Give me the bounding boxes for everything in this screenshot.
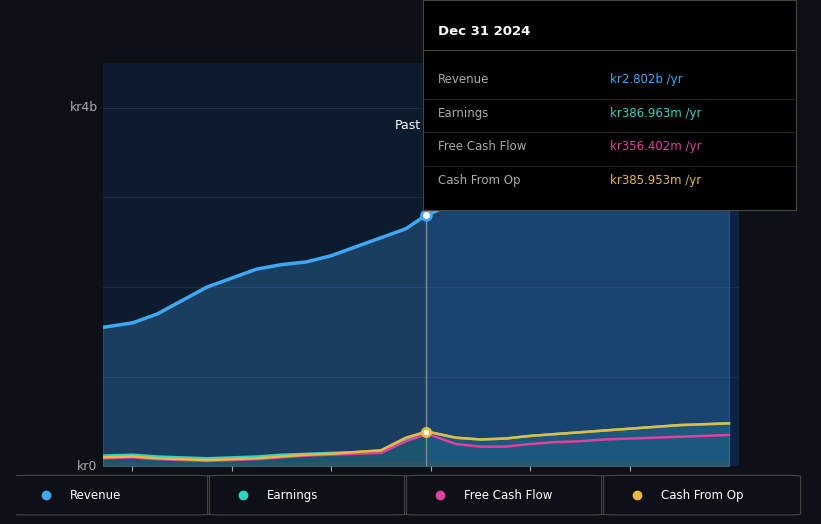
Bar xyxy=(426,63,739,466)
Text: Free Cash Flow: Free Cash Flow xyxy=(438,140,526,153)
Text: Earnings: Earnings xyxy=(438,107,489,119)
Text: Cash From Op: Cash From Op xyxy=(438,174,521,187)
Text: kr386.963m /yr: kr386.963m /yr xyxy=(609,107,701,119)
Text: Cash From Op: Cash From Op xyxy=(661,489,743,501)
Bar xyxy=(103,63,426,466)
Text: Earnings: Earnings xyxy=(267,489,318,501)
Text: kr4b: kr4b xyxy=(70,101,98,114)
Text: kr356.402m /yr: kr356.402m /yr xyxy=(609,140,701,153)
Text: Dec 31 2024: Dec 31 2024 xyxy=(438,25,530,38)
Text: Analysts Forecasts: Analysts Forecasts xyxy=(431,119,547,133)
Text: kr385.953m /yr: kr385.953m /yr xyxy=(609,174,701,187)
Text: Revenue: Revenue xyxy=(70,489,121,501)
Text: Revenue: Revenue xyxy=(438,73,489,86)
Text: kr0: kr0 xyxy=(77,460,98,473)
Text: kr2.802b /yr: kr2.802b /yr xyxy=(609,73,682,86)
Text: Past: Past xyxy=(395,119,421,133)
Text: Free Cash Flow: Free Cash Flow xyxy=(464,489,552,501)
